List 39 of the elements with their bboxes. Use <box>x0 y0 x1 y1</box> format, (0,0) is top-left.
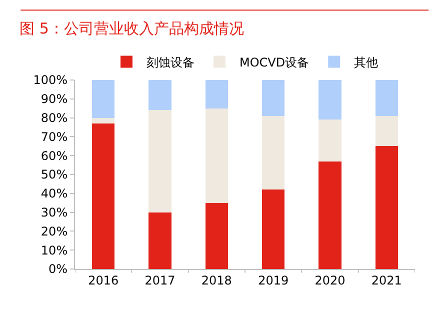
y-tick-label: 80% <box>40 111 68 125</box>
y-tick-label: 40% <box>40 186 68 201</box>
bar <box>148 80 172 110</box>
y-tick-label: 100% <box>33 73 68 88</box>
bar <box>318 161 342 269</box>
bar <box>375 80 398 116</box>
y-tick-label: 30% <box>40 206 68 220</box>
y-tick-label: 70% <box>40 130 68 144</box>
y-tick-label: 10% <box>40 243 68 258</box>
y-tick-label: 20% <box>40 224 68 238</box>
bar <box>375 146 398 269</box>
x-tick-label: 2021 <box>371 273 402 288</box>
bar <box>148 212 172 269</box>
y-tick-label: 0% <box>48 262 68 276</box>
bar <box>262 190 285 269</box>
bar <box>318 80 342 120</box>
bar <box>375 116 398 146</box>
y-tick-label: 50% <box>40 168 68 182</box>
y-tick-label: 60% <box>40 148 68 163</box>
legend-label: 其他 <box>354 55 378 70</box>
y-tick-label: 90% <box>40 92 68 106</box>
bar <box>205 202 228 269</box>
bar <box>262 80 285 116</box>
x-tick-label: 2017 <box>144 273 176 288</box>
x-tick-label: 2019 <box>258 273 289 288</box>
x-tick-label: 2016 <box>88 273 119 288</box>
legend-label: 刻蚀设备 <box>146 55 194 70</box>
chart-title: 图 5：公司营业收入产品构成情况 <box>20 20 244 38</box>
bar <box>92 80 115 118</box>
bar <box>318 120 342 162</box>
legend-label: MOCVD设备 <box>240 55 310 70</box>
x-tick-label: 2020 <box>314 273 346 288</box>
bar <box>262 116 285 190</box>
x-tick-label: 2018 <box>201 273 232 288</box>
bar <box>205 108 228 203</box>
bar <box>148 110 172 212</box>
bar <box>205 80 228 108</box>
bar <box>92 118 115 124</box>
bar <box>92 123 115 269</box>
